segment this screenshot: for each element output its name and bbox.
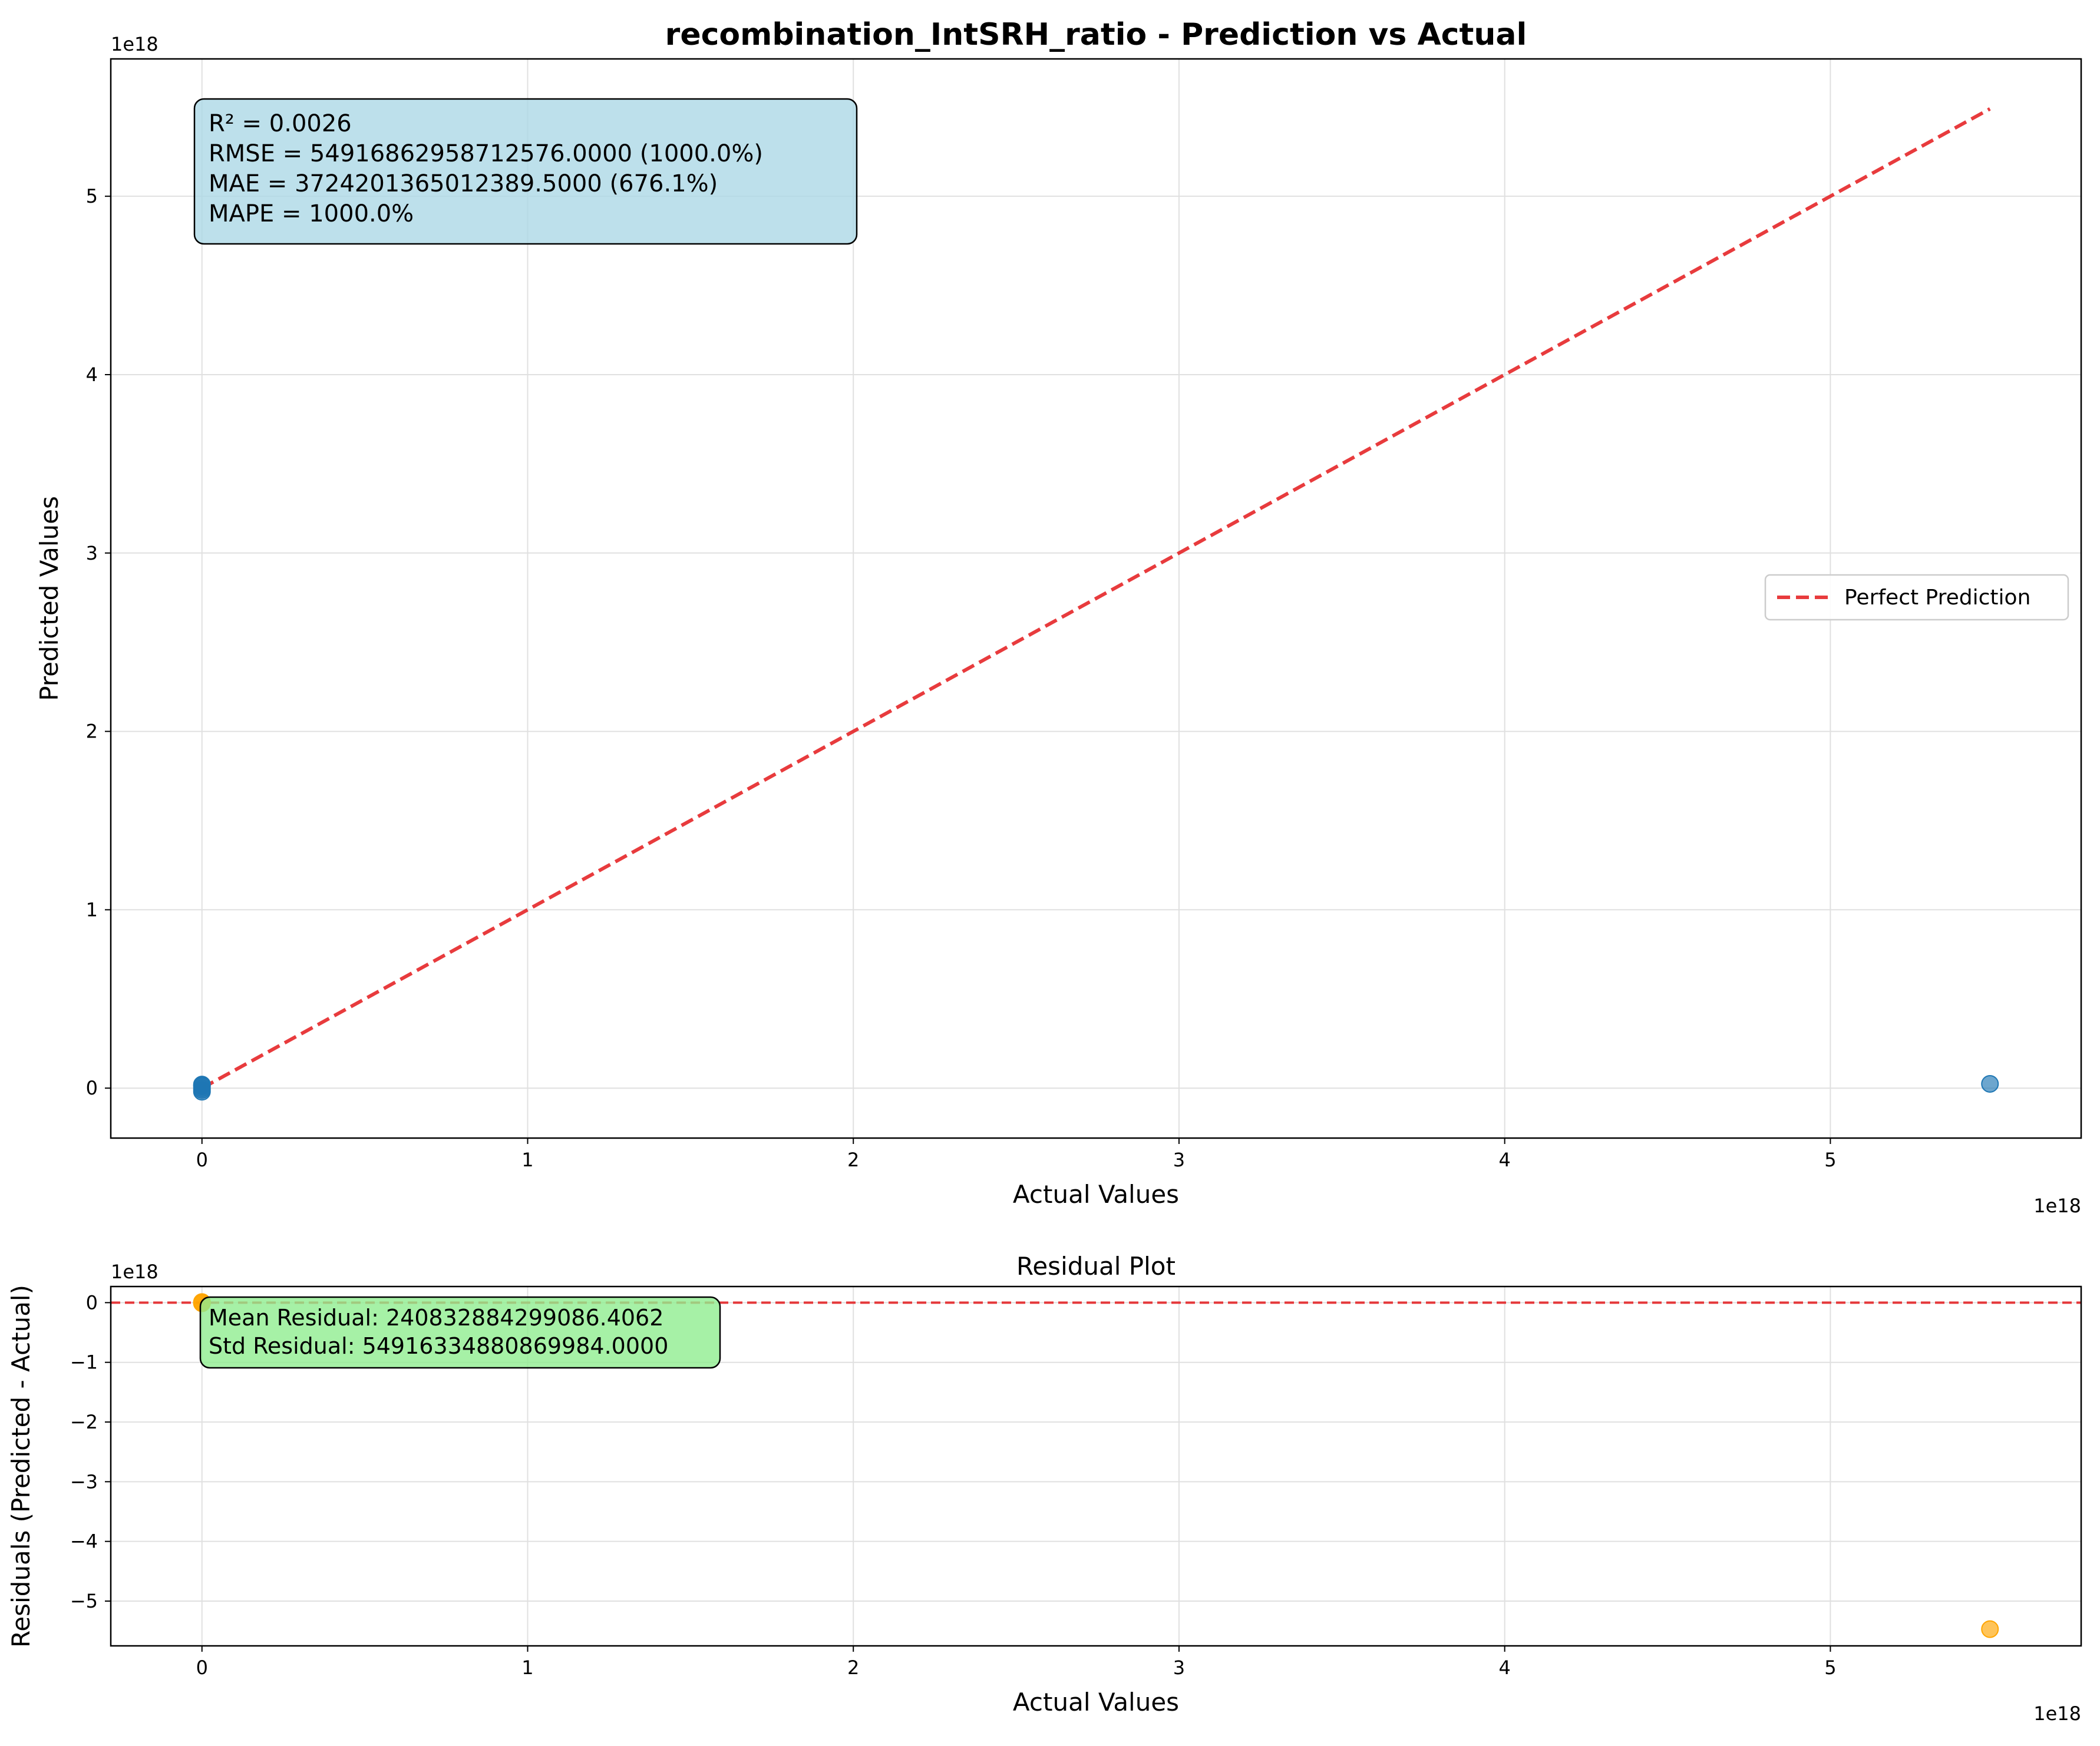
y-tick-label: −2: [70, 1411, 98, 1433]
y-offset-label: 1e18: [111, 33, 159, 55]
plot-frame: [110, 58, 2082, 1139]
data-point: [193, 1079, 211, 1097]
x-tick-label: 0: [196, 1656, 208, 1679]
panel-residual: 0 1 2 3 4 5 0 −1 −2 −3 −4 −5 1e18 1e18 Actual Values Re…: [6, 1252, 2082, 1725]
y-tick-label: 4: [86, 363, 98, 386]
y-tick-label: 1: [86, 898, 98, 921]
y-tick-label: −4: [70, 1530, 98, 1553]
perfect-prediction-line: [201, 107, 1991, 1090]
stats-annotation-line: Mean Residual: 240832884299086.4062: [209, 1305, 663, 1331]
data-point: [1981, 1620, 1999, 1638]
y-tick-label: 5: [86, 185, 98, 207]
y-axis-label: Predicted Values: [35, 496, 64, 701]
legend-box: [1764, 574, 2069, 621]
x-tick-label: 1: [521, 1149, 533, 1171]
x-tick-label: 4: [1498, 1656, 1510, 1679]
x-tick-label: 4: [1498, 1149, 1510, 1171]
x-axis-label: Actual Values: [1013, 1688, 1179, 1717]
x-offset-label: 1e18: [2033, 1702, 2081, 1725]
data-point: [1981, 1074, 1999, 1093]
x-tick-label: 5: [1824, 1656, 1836, 1679]
legend-entry: Perfect Prediction: [1844, 586, 2030, 610]
x-tick-label: 2: [847, 1149, 859, 1171]
stats-annotation-box: [199, 1296, 721, 1369]
chart-title: Residual Plot: [1016, 1252, 1176, 1281]
x-tick-label: 0: [196, 1149, 208, 1171]
y-tick-label: −1: [70, 1351, 98, 1374]
y-axis-label: Residuals (Predicted - Actual): [6, 1285, 35, 1648]
chart-title: recombination_IntSRH_ratio - Prediction …: [665, 17, 1527, 52]
x-tick-label: 3: [1173, 1149, 1185, 1171]
x-tick-label: 2: [847, 1656, 859, 1679]
stats-annotation-line: RMSE = 549168629587125​76.0000 (1000.0%): [209, 140, 763, 167]
x-axis-label: Actual Values: [1013, 1180, 1179, 1209]
stats-annotation-line: Std Residual: 54916334880869984.0000: [209, 1333, 668, 1359]
y-tick-label: 3: [86, 542, 98, 564]
legend: Perfect Prediction: [1764, 574, 2069, 621]
stats-annotation-line: R² = 0.0026: [209, 110, 352, 137]
y-tick-label: 0: [86, 1291, 98, 1314]
y-tick-label: −3: [70, 1470, 98, 1493]
stats-annotation-line: MAE = 3724201365012389.5000 (676.1%): [209, 170, 718, 197]
x-offset-label: 1e18: [2033, 1195, 2081, 1217]
y-offset-label: 1e18: [111, 1261, 159, 1283]
x-tick-label: 5: [1824, 1149, 1836, 1171]
panel-prediction: 0 1 2 3 4 5 0 1 2 3 4 5 1e18 1e18 Actual Values Predict…: [35, 17, 2082, 1217]
stats-annotation-box: [193, 98, 858, 245]
x-tick-label: 3: [1173, 1656, 1185, 1679]
plot-frame: [110, 1285, 2082, 1647]
stats-annotation-line: MAPE = 1000.0%: [209, 200, 414, 227]
y-tick-label: 0: [86, 1077, 98, 1099]
y-tick-label: 2: [86, 720, 98, 743]
y-tick-label: −5: [70, 1590, 98, 1612]
x-tick-label: 1: [521, 1656, 533, 1679]
